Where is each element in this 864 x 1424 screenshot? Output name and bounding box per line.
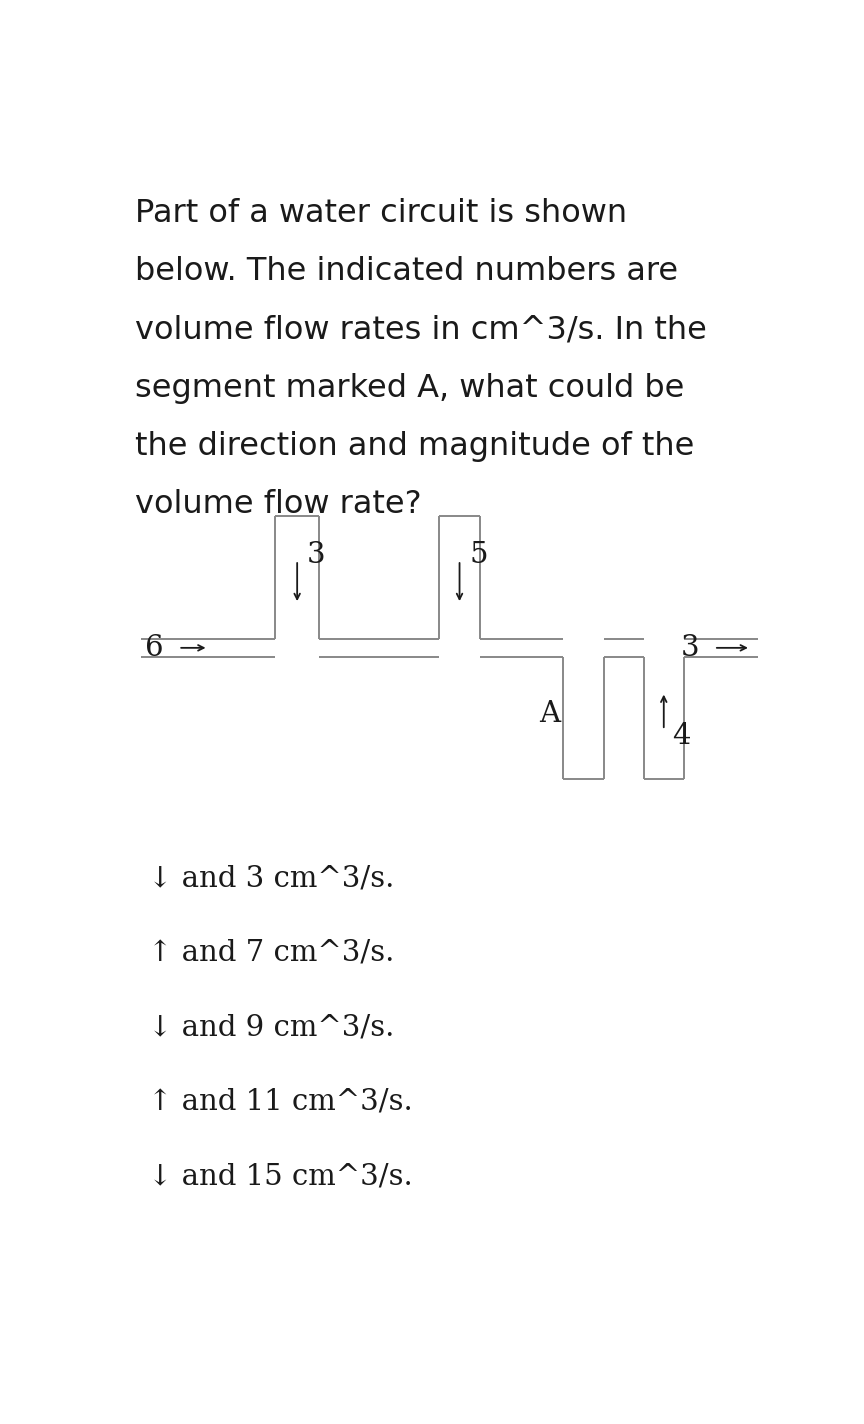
Text: 6: 6: [145, 634, 163, 662]
Text: Part of a water circuit is shown: Part of a water circuit is shown: [135, 198, 627, 229]
Text: the direction and magnitude of the: the direction and magnitude of the: [135, 430, 694, 461]
Text: 3: 3: [681, 634, 699, 662]
Text: 4: 4: [672, 722, 690, 749]
Text: below. The indicated numbers are: below. The indicated numbers are: [135, 256, 678, 288]
Text: 3: 3: [308, 541, 326, 568]
Text: ↑ and 11 cm^3/s.: ↑ and 11 cm^3/s.: [149, 1088, 413, 1116]
Text: 5: 5: [470, 541, 488, 568]
Text: ↑ and 7 cm^3/s.: ↑ and 7 cm^3/s.: [149, 938, 395, 967]
Text: ↓ and 15 cm^3/s.: ↓ and 15 cm^3/s.: [149, 1162, 413, 1190]
Text: volume flow rate?: volume flow rate?: [135, 488, 422, 520]
Text: ↓ and 9 cm^3/s.: ↓ and 9 cm^3/s.: [149, 1014, 395, 1041]
Text: segment marked A, what could be: segment marked A, what could be: [135, 373, 684, 403]
Text: A: A: [539, 699, 560, 728]
Text: ↓ and 3 cm^3/s.: ↓ and 3 cm^3/s.: [149, 864, 395, 891]
Text: volume flow rates in cm^3/s. In the: volume flow rates in cm^3/s. In the: [135, 315, 707, 346]
